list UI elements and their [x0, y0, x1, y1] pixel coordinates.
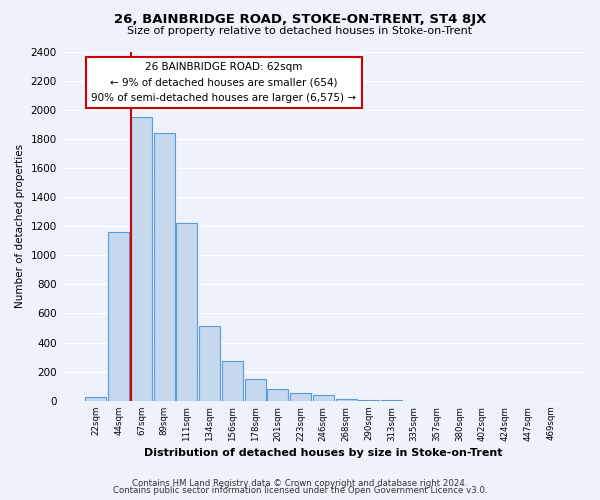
- Text: Contains public sector information licensed under the Open Government Licence v3: Contains public sector information licen…: [113, 486, 487, 495]
- Bar: [85, 397, 106, 401]
- Bar: [358, 400, 379, 401]
- Text: Contains HM Land Registry data © Crown copyright and database right 2024.: Contains HM Land Registry data © Crown c…: [132, 478, 468, 488]
- Bar: [268, 389, 289, 401]
- Y-axis label: Number of detached properties: Number of detached properties: [15, 144, 25, 308]
- Bar: [290, 394, 311, 401]
- Bar: [335, 400, 356, 401]
- Bar: [245, 379, 266, 401]
- Text: 26 BAINBRIDGE ROAD: 62sqm
← 9% of detached houses are smaller (654)
90% of semi-: 26 BAINBRIDGE ROAD: 62sqm ← 9% of detach…: [91, 62, 356, 103]
- Bar: [313, 396, 334, 401]
- Bar: [154, 133, 175, 401]
- Bar: [199, 326, 220, 401]
- X-axis label: Distribution of detached houses by size in Stoke-on-Trent: Distribution of detached houses by size …: [144, 448, 503, 458]
- Bar: [176, 222, 197, 401]
- Text: 26, BAINBRIDGE ROAD, STOKE-ON-TRENT, ST4 8JX: 26, BAINBRIDGE ROAD, STOKE-ON-TRENT, ST4…: [114, 12, 486, 26]
- Text: Size of property relative to detached houses in Stoke-on-Trent: Size of property relative to detached ho…: [127, 26, 473, 36]
- Bar: [131, 117, 152, 401]
- Bar: [222, 361, 243, 401]
- Bar: [108, 232, 129, 401]
